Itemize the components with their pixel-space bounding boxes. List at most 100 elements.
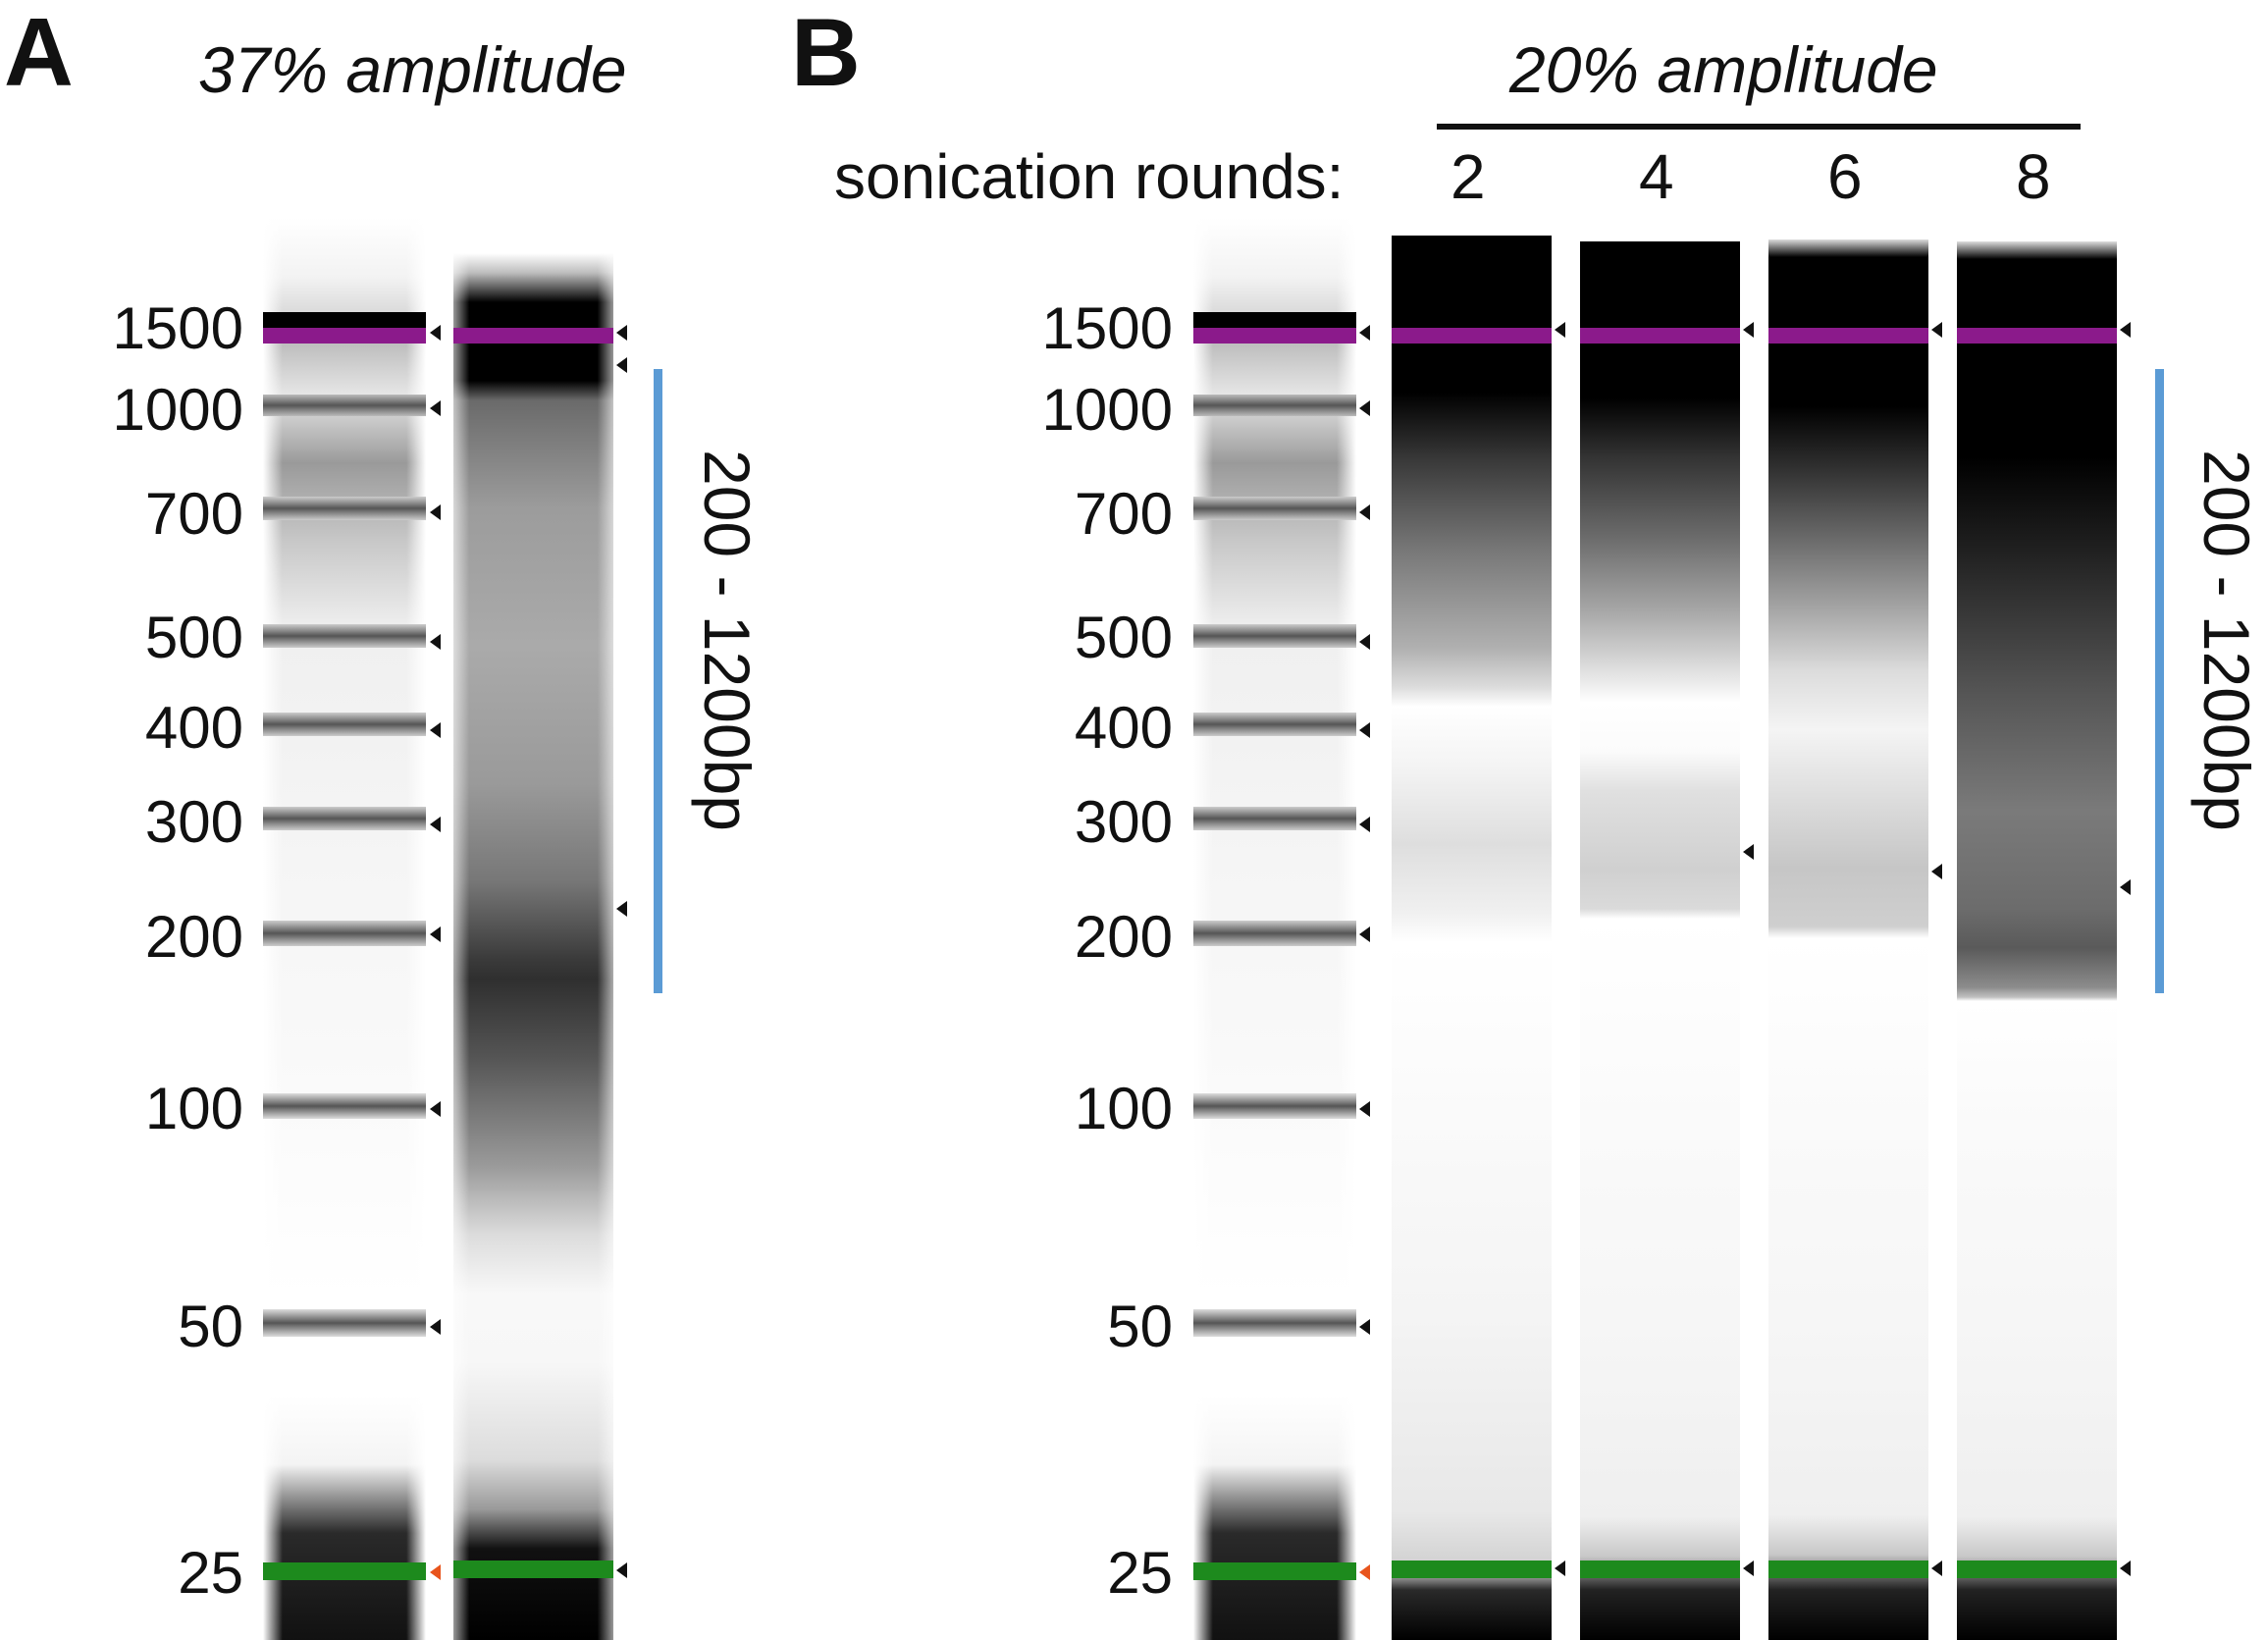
sample-lane-round-4 xyxy=(1580,241,1740,1640)
panel-a-range-bar xyxy=(654,369,662,993)
ladder-lower-marker xyxy=(263,1562,426,1580)
arrow-icon xyxy=(430,1101,441,1117)
ladder-band-1500 xyxy=(1193,312,1356,330)
arrow-icon xyxy=(430,722,441,738)
marker-label-25: 25 xyxy=(1107,1540,1173,1606)
marker-label-100: 100 xyxy=(144,1076,243,1141)
arrow-icon xyxy=(1931,864,1942,879)
marker-label-700: 700 xyxy=(144,481,243,547)
arrow-icon xyxy=(1359,504,1370,520)
arrow-icon xyxy=(1359,926,1370,942)
ladder-lower-marker xyxy=(1193,1562,1356,1580)
panel-b-range-label: 200 - 1200bp xyxy=(2190,450,2263,832)
arrow-icon xyxy=(1359,1564,1370,1580)
marker-label-400: 400 xyxy=(144,695,243,761)
ladder-band-1000 xyxy=(1193,395,1356,416)
arrow-icon xyxy=(616,901,627,917)
marker-label-500: 500 xyxy=(144,605,243,670)
round-label-6: 6 xyxy=(1827,141,1863,212)
sample-a-upper-marker xyxy=(453,328,613,344)
marker-label-1500: 1500 xyxy=(1041,295,1173,361)
ladder-band-500 xyxy=(263,624,426,648)
ladder-band-400 xyxy=(263,713,426,736)
round-label-2: 2 xyxy=(1450,141,1486,212)
arrow-icon xyxy=(430,400,441,416)
sample-lower-marker xyxy=(1392,1561,1552,1578)
arrow-icon xyxy=(1359,722,1370,738)
ladder-band-700 xyxy=(1193,497,1356,520)
sonication-rounds-label: sonication rounds: xyxy=(834,141,1345,212)
ladder-band-100 xyxy=(1193,1093,1356,1119)
arrow-icon xyxy=(616,357,627,373)
sample-upper-marker xyxy=(1580,328,1740,344)
marker-label-50: 50 xyxy=(1107,1294,1173,1359)
arrow-icon xyxy=(1359,634,1370,650)
arrow-icon xyxy=(430,504,441,520)
arrow-icon xyxy=(616,325,627,341)
arrow-icon xyxy=(430,1319,441,1335)
marker-label-100: 100 xyxy=(1074,1076,1173,1141)
arrow-icon xyxy=(430,1564,441,1580)
marker-label-200: 200 xyxy=(1074,904,1173,970)
marker-label-700: 700 xyxy=(1074,481,1173,547)
sample-lane-round-2 xyxy=(1392,236,1552,1640)
arrow-icon xyxy=(1743,844,1754,860)
arrow-icon xyxy=(1555,322,1565,338)
arrow-icon xyxy=(1931,322,1942,338)
ladder-band-1000 xyxy=(263,395,426,416)
sample-lower-marker xyxy=(1580,1561,1740,1578)
marker-label-25: 25 xyxy=(178,1540,243,1606)
marker-label-300: 300 xyxy=(144,789,243,855)
sample-upper-marker xyxy=(1957,328,2117,344)
arrow-icon xyxy=(1743,322,1754,338)
arrow-icon xyxy=(1359,400,1370,416)
sample-a-lower-marker xyxy=(453,1561,613,1578)
arrow-icon xyxy=(430,817,441,832)
arrow-icon xyxy=(1931,1561,1942,1576)
round-label-4: 4 xyxy=(1639,141,1674,212)
arrow-icon xyxy=(1359,817,1370,832)
ladder-band-400 xyxy=(1193,713,1356,736)
sample-lane-round-8 xyxy=(1957,241,2117,1640)
sample-upper-marker xyxy=(1392,328,1552,344)
round-label-8: 8 xyxy=(2016,141,2051,212)
ladder-band-500 xyxy=(1193,624,1356,648)
panel-a-letter: A xyxy=(4,0,74,106)
marker-label-1500: 1500 xyxy=(112,295,243,361)
ladder-upper-marker xyxy=(1193,328,1356,344)
marker-label-500: 500 xyxy=(1074,605,1173,670)
arrow-icon xyxy=(1359,1101,1370,1117)
panel-a-sample-lane xyxy=(453,253,613,1640)
panel-b-title: 20% amplitude xyxy=(1509,33,1938,106)
marker-label-200: 200 xyxy=(144,904,243,970)
arrow-icon xyxy=(1743,1561,1754,1576)
arrow-icon xyxy=(1555,1561,1565,1576)
marker-label-400: 400 xyxy=(1074,695,1173,761)
ladder-band-50 xyxy=(263,1309,426,1337)
ladder-band-50 xyxy=(1193,1309,1356,1337)
arrow-icon xyxy=(430,926,441,942)
arrow-icon xyxy=(430,325,441,341)
panel-b-ladder-lane xyxy=(1193,218,1356,1640)
ladder-upper-marker xyxy=(263,328,426,344)
arrow-icon xyxy=(2120,879,2131,895)
arrow-icon xyxy=(1359,325,1370,341)
marker-label-1000: 1000 xyxy=(112,377,243,443)
arrow-icon xyxy=(2120,322,2131,338)
arrow-icon xyxy=(616,1562,627,1578)
ladder-band-300 xyxy=(1193,807,1356,830)
panel-a-title: 37% amplitude xyxy=(198,33,627,106)
arrow-icon xyxy=(2120,1561,2131,1576)
sample-lower-marker xyxy=(1768,1561,1928,1578)
ladder-band-100 xyxy=(263,1093,426,1119)
marker-label-300: 300 xyxy=(1074,789,1173,855)
sample-lower-marker xyxy=(1957,1561,2117,1578)
marker-label-1000: 1000 xyxy=(1041,377,1173,443)
ladder-band-300 xyxy=(263,807,426,830)
arrow-icon xyxy=(430,634,441,650)
ladder-band-1500 xyxy=(263,312,426,330)
ladder-band-700 xyxy=(263,497,426,520)
arrow-icon xyxy=(1359,1319,1370,1335)
sample-lane-round-6 xyxy=(1768,239,1928,1640)
ladder-band-200 xyxy=(1193,921,1356,946)
